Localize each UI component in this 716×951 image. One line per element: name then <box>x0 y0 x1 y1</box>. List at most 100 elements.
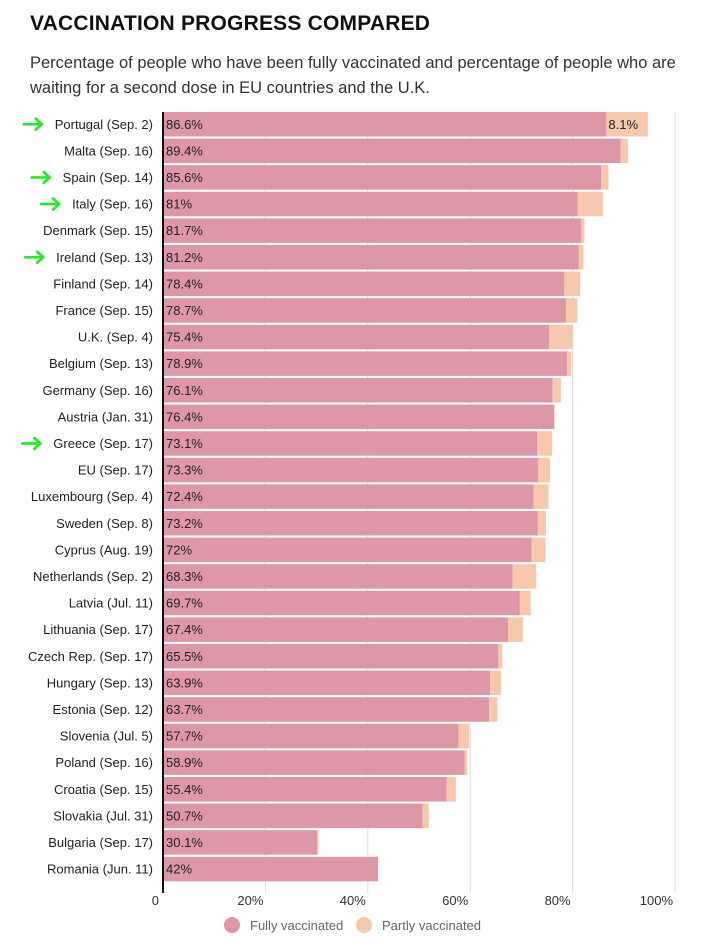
category-label: Netherlands (Sep. 2) <box>33 569 153 584</box>
bar-fully <box>163 590 520 616</box>
bar-fully <box>163 697 490 722</box>
bar-fully <box>163 431 538 456</box>
bar-partly <box>620 138 628 164</box>
bar-value-label-fully: 68.3% <box>166 569 203 584</box>
category-label: Austria (Jan. 31) <box>58 409 153 424</box>
bar-value-label-fully: 55.4% <box>166 782 203 797</box>
highlight-arrow-icon <box>30 170 51 185</box>
bar-fully <box>163 324 550 350</box>
category-label: Germany (Sep. 16) <box>42 383 153 398</box>
x-tick-label: 0 <box>152 893 159 908</box>
bar-fully <box>163 138 621 164</box>
legend-swatch-fully-icon <box>224 917 240 933</box>
highlight-arrow-icon <box>23 250 45 265</box>
category-label: Luxembourg (Sep. 4) <box>31 489 153 504</box>
bar-fully <box>163 112 607 137</box>
bar-value-label-fully: 65.5% <box>166 649 203 664</box>
bar-value-label-fully: 85.6% <box>166 170 203 185</box>
category-label: Sweden (Sep. 8) <box>56 516 153 531</box>
category-label: Lithuania (Sep. 17) <box>43 622 153 637</box>
bar-fully <box>163 378 553 403</box>
category-label: Slovakia (Jul. 31) <box>53 808 153 823</box>
bar-value-label-fully: 78.4% <box>166 276 203 291</box>
bar-partly <box>552 378 561 403</box>
category-label: Spain (Sep. 14) <box>63 170 153 185</box>
category-label: Croatia (Sep. 15) <box>54 782 153 797</box>
bar-partly <box>464 750 468 775</box>
bar-value-label-fully: 73.2% <box>166 516 203 531</box>
category-label: Greece (Sep. 17) <box>53 436 153 451</box>
category-label: Finland (Sep. 14) <box>53 276 153 291</box>
bar-partly <box>564 271 581 297</box>
highlight-arrow-icon <box>39 197 61 211</box>
bar-fully <box>163 484 534 509</box>
legend-swatch-partly-icon <box>356 917 372 933</box>
bar-fully <box>163 644 499 669</box>
chart-legend: Fully vaccinated Partly vaccinated <box>0 917 716 937</box>
category-label: Czech Rep. (Sep. 17) <box>28 649 153 664</box>
bar-fully <box>163 165 602 190</box>
bar-fully <box>163 803 423 829</box>
bar-fully <box>163 511 538 536</box>
bar-partly <box>446 777 456 802</box>
legend-label-partly: Partly vaccinated <box>382 917 481 933</box>
bar-fully <box>163 218 582 243</box>
bar-partly <box>498 644 503 669</box>
bar-value-label-fully: 86.6% <box>166 117 203 132</box>
category-label: France (Sep. 15) <box>55 303 153 318</box>
bar-fully <box>163 457 539 483</box>
bar-partly <box>533 484 549 509</box>
bar-fully <box>163 404 555 430</box>
bar-value-label-fully: 67.4% <box>166 622 203 637</box>
bar-value-label-fully: 58.9% <box>166 755 203 770</box>
bar-partly <box>554 404 555 430</box>
category-label: Ireland (Sep. 13) <box>56 250 153 265</box>
legend-item-partly: Partly vaccinated <box>356 917 481 933</box>
bar-fully <box>163 537 532 563</box>
x-tick-label: 60% <box>442 893 468 908</box>
bar-partly <box>577 191 603 217</box>
x-tick-label: 40% <box>340 893 366 908</box>
legend-label-fully: Fully vaccinated <box>250 917 344 933</box>
category-label: Cyprus (Aug. 19) <box>55 542 153 557</box>
category-label: Latvia (Jul. 11) <box>69 596 153 611</box>
bar-fully <box>163 723 459 749</box>
x-tick-label: 80% <box>545 893 571 908</box>
bar-partly <box>519 590 531 616</box>
bar-fully <box>163 191 578 217</box>
bar-partly <box>581 218 585 243</box>
bar-value-label-fully: 89.4% <box>166 143 203 158</box>
bar-value-label-fully: 81% <box>166 197 192 212</box>
bar-value-label-fully: 73.3% <box>166 463 203 478</box>
bar-partly <box>531 537 546 563</box>
bar-value-label-partly: 8.1% <box>608 117 638 132</box>
category-label: Portugal (Sep. 2) <box>55 117 153 132</box>
bar-partly <box>565 298 578 323</box>
bar-fully <box>163 856 379 882</box>
highlight-arrow-icon <box>20 436 42 451</box>
bar-partly <box>606 112 648 137</box>
x-tick-label: 100% <box>640 893 674 908</box>
bar-partly <box>566 351 572 376</box>
category-label: Estonia (Sep. 12) <box>53 702 153 717</box>
category-label: Slovenia (Jul. 5) <box>60 729 153 744</box>
bar-value-label-fully: 30.1% <box>166 835 203 850</box>
bar-value-label-fully: 81.7% <box>166 223 203 238</box>
chart-subtitle: Percentage of people who have been fully… <box>30 54 676 97</box>
bar-value-label-fully: 78.7% <box>166 303 203 318</box>
category-label: Belgium (Sep. 13) <box>49 356 153 371</box>
category-label: Denmark (Sep. 15) <box>43 223 153 238</box>
bar-partly <box>512 564 537 589</box>
bar-value-label-fully: 63.7% <box>166 702 203 717</box>
bar-partly <box>538 457 551 483</box>
bar-value-label-fully: 76.1% <box>166 383 203 398</box>
bar-value-label-fully: 69.7% <box>166 596 203 611</box>
bar-partly <box>317 830 319 855</box>
bar-value-label-fully: 50.7% <box>166 808 203 823</box>
bar-fully <box>163 298 566 323</box>
bar-value-label-fully: 73.1% <box>166 436 203 451</box>
category-label: Poland (Sep. 16) <box>55 755 153 770</box>
bar-value-label-fully: 72% <box>166 542 192 557</box>
bar-fully <box>163 750 465 775</box>
